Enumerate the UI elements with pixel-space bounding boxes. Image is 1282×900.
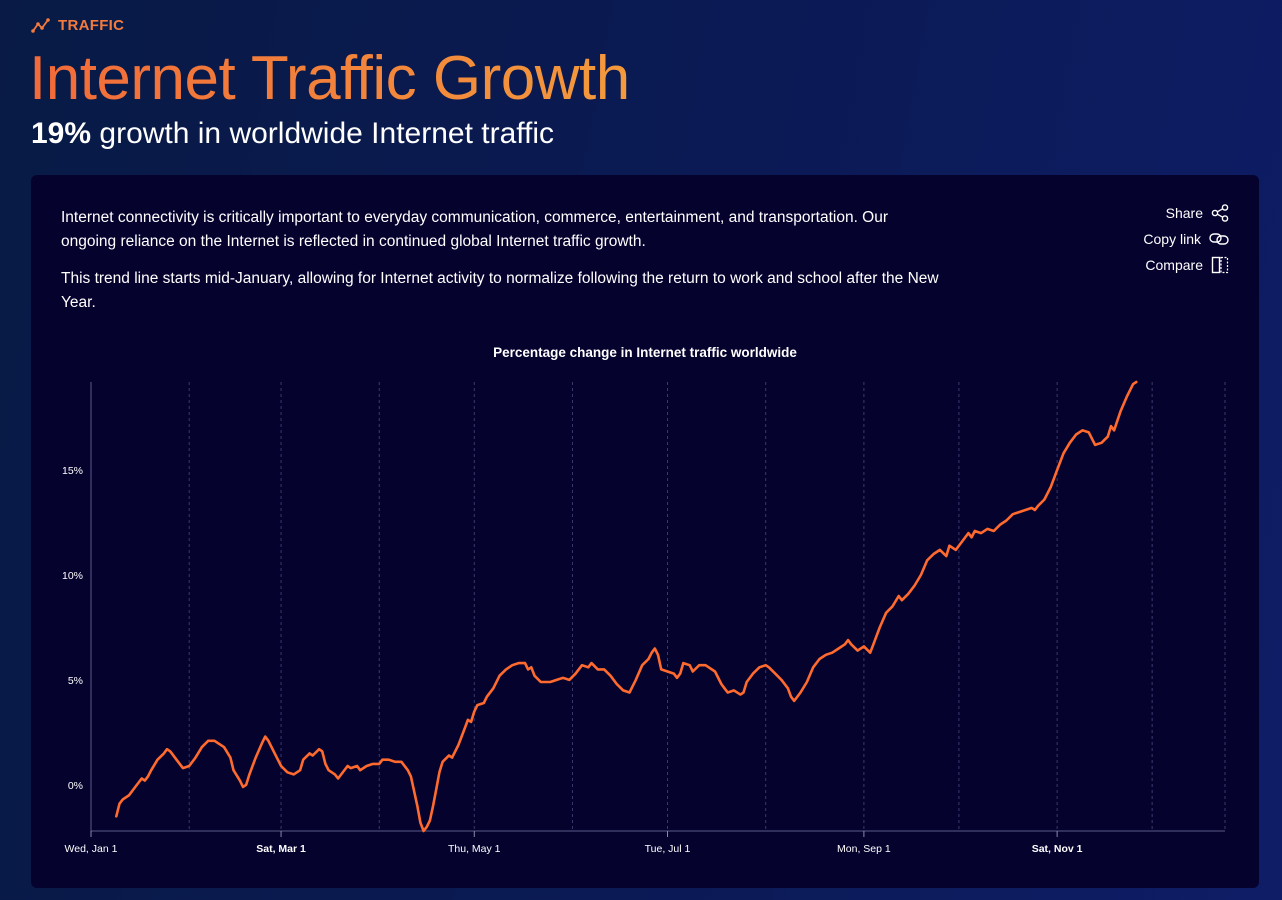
copy-link-button[interactable]: Copy link (1143, 229, 1229, 249)
y-axis-ticks: 0% 5% 10% 15% (62, 465, 83, 792)
chart-card: Internet connectivity is critically impo… (31, 175, 1259, 888)
y-tick-label: 15% (62, 465, 83, 477)
growth-percentage: 19% (31, 117, 92, 150)
page-title: Internet Traffic Growth (29, 40, 630, 118)
share-button[interactable]: Share (1166, 203, 1229, 223)
share-label: Share (1165, 205, 1203, 221)
x-tick-label: Tue, Jul 1 (645, 843, 691, 855)
x-tick-label: Thu, May 1 (448, 843, 501, 855)
subtitle-text: growth in worldwide Internet traffic (99, 117, 555, 150)
x-tick-label: Wed, Jan 1 (65, 843, 118, 855)
chart-gridlines (188, 382, 1226, 831)
description-paragraph-2: This trend line starts mid-January, allo… (61, 270, 939, 311)
chart-series (115, 380, 1138, 833)
trend-line-icon (31, 18, 50, 33)
x-tick-label: Sat, Mar 1 (256, 843, 306, 855)
description-paragraph-1: Internet connectivity is critically impo… (61, 209, 889, 250)
compare-icon (1211, 256, 1229, 274)
section-eyebrow-label: TRAFFIC (58, 17, 125, 34)
share-icon (1211, 204, 1229, 222)
compare-label: Compare (1145, 257, 1203, 273)
link-icon (1209, 233, 1229, 245)
x-axis-ticks: Wed, Jan 1 Sat, Mar 1 Thu, May 1 Tue, Jul 1… (65, 831, 1083, 855)
y-tick-label: 10% (62, 570, 83, 582)
description: Internet connectivity is critically impo… (61, 206, 941, 328)
copy-link-label: Copy link (1143, 231, 1201, 247)
page-subtitle: 19% growth in worldwide Internet traffic (31, 114, 554, 154)
y-tick-label: 5% (68, 675, 83, 687)
y-tick-label: 0% (68, 780, 83, 792)
compare-button[interactable]: Compare (1145, 255, 1229, 275)
chart-axes (90, 382, 1225, 832)
card-actions: Share Copy link Compare (1143, 203, 1229, 275)
traffic-line-chart: Percentage change in Internet traffic wo… (62, 345, 1226, 855)
x-tick-label: Sat, Nov 1 (1032, 843, 1083, 855)
chart-title: Percentage change in Internet traffic wo… (493, 345, 797, 360)
x-tick-label: Mon, Sep 1 (837, 843, 891, 855)
section-eyebrow: TRAFFIC (31, 17, 124, 34)
series-line-0 (115, 380, 1138, 833)
